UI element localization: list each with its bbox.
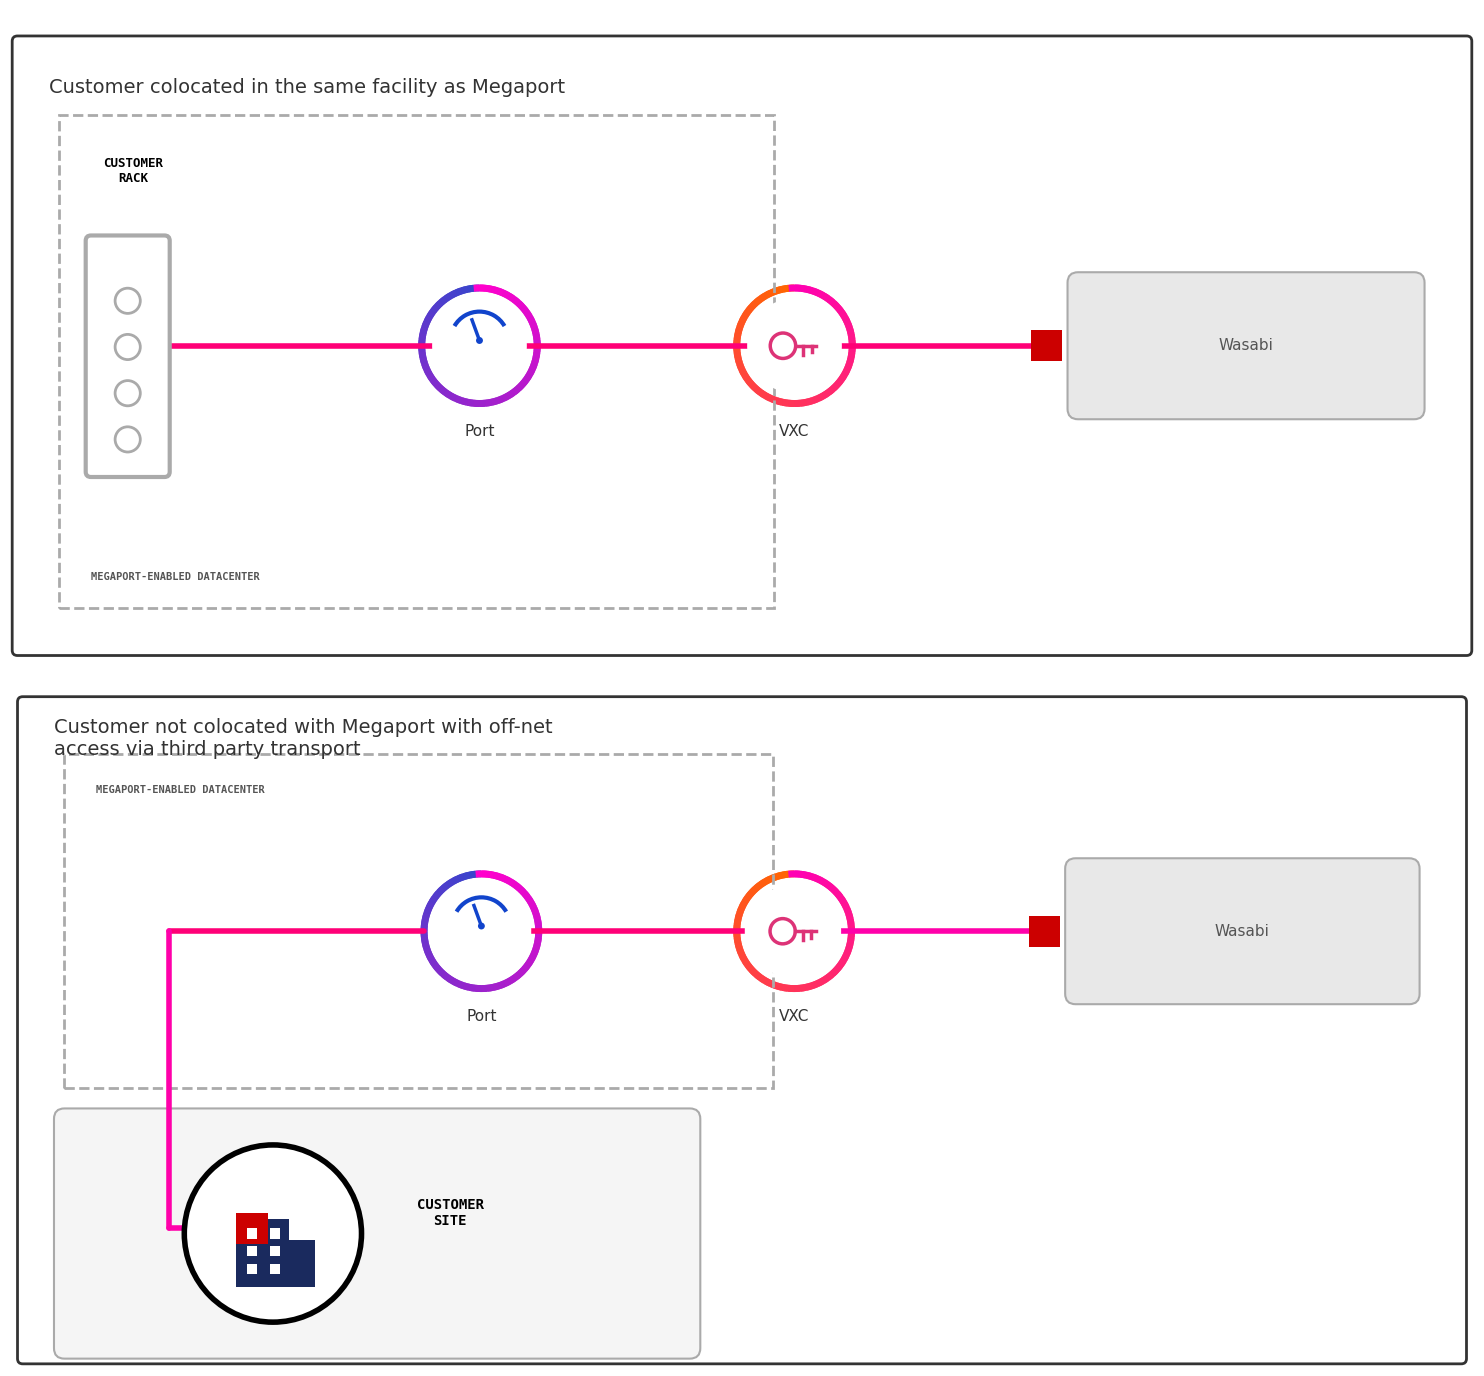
Circle shape — [746, 885, 841, 978]
FancyBboxPatch shape — [53, 1109, 700, 1358]
FancyBboxPatch shape — [1028, 915, 1060, 947]
FancyBboxPatch shape — [12, 36, 1472, 655]
Circle shape — [435, 885, 528, 978]
FancyBboxPatch shape — [246, 1229, 257, 1238]
FancyBboxPatch shape — [246, 1247, 257, 1256]
Circle shape — [476, 337, 482, 344]
Text: CUSTOMER
RACK: CUSTOMER RACK — [102, 157, 163, 184]
Text: Wasabi: Wasabi — [1218, 338, 1273, 354]
Text: Customer not colocated with Megaport with off-net
access via third party transpo: Customer not colocated with Megaport wit… — [53, 717, 552, 758]
Circle shape — [432, 299, 527, 394]
Text: Port: Port — [464, 424, 494, 439]
FancyBboxPatch shape — [270, 1263, 280, 1274]
FancyBboxPatch shape — [285, 1240, 315, 1287]
Circle shape — [478, 922, 485, 929]
Text: Customer colocated in the same facility as Megaport: Customer colocated in the same facility … — [49, 78, 565, 96]
Circle shape — [184, 1145, 362, 1322]
Text: Wasabi: Wasabi — [1215, 923, 1270, 938]
Text: MEGAPORT-ENABLED DATACENTER: MEGAPORT-ENABLED DATACENTER — [91, 572, 260, 582]
FancyBboxPatch shape — [236, 1219, 288, 1287]
FancyBboxPatch shape — [86, 235, 169, 477]
Text: MEGAPORT-ENABLED DATACENTER: MEGAPORT-ENABLED DATACENTER — [95, 786, 264, 795]
Circle shape — [746, 299, 841, 394]
Text: Port: Port — [466, 1010, 497, 1024]
FancyBboxPatch shape — [270, 1229, 280, 1238]
Text: VXC: VXC — [779, 424, 810, 439]
FancyBboxPatch shape — [270, 1247, 280, 1256]
FancyBboxPatch shape — [1067, 272, 1425, 420]
FancyBboxPatch shape — [18, 696, 1466, 1364]
FancyBboxPatch shape — [246, 1263, 257, 1274]
Text: CUSTOMER
SITE: CUSTOMER SITE — [417, 1197, 484, 1227]
Text: VXC: VXC — [779, 1010, 809, 1024]
FancyBboxPatch shape — [1031, 330, 1063, 362]
FancyBboxPatch shape — [1066, 859, 1420, 1004]
FancyBboxPatch shape — [236, 1212, 267, 1244]
